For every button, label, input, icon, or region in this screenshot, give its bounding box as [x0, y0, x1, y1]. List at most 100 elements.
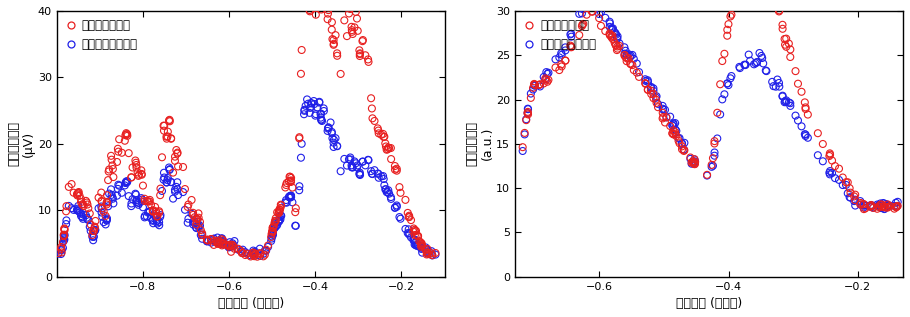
Point [379, 187, 393, 192]
Point [779, 36, 794, 41]
Point [887, 206, 902, 211]
Point [265, 230, 279, 235]
Point [360, 157, 375, 162]
Point [521, 112, 535, 117]
Point [283, 195, 298, 200]
Point [194, 228, 208, 233]
Point [788, 113, 803, 118]
Point [106, 195, 120, 200]
Point [87, 228, 102, 233]
Point [666, 128, 681, 133]
Point [401, 227, 416, 232]
Point [219, 242, 234, 247]
Point [376, 131, 390, 136]
Point [766, 84, 781, 89]
Point [575, 6, 590, 11]
Point [604, 34, 619, 39]
Point [83, 211, 97, 216]
Point [210, 240, 225, 245]
Point [238, 252, 253, 257]
Point [248, 251, 262, 256]
Point [598, 15, 612, 20]
Point [649, 94, 663, 99]
Point [554, 51, 569, 56]
Point [166, 196, 180, 201]
Point [261, 244, 276, 249]
Point [388, 167, 402, 172]
Point [186, 219, 200, 224]
Point [841, 191, 855, 196]
Point [110, 159, 125, 165]
Point [651, 101, 665, 107]
Point [641, 87, 655, 92]
Point [72, 190, 86, 195]
Point [74, 211, 88, 216]
Point [798, 132, 813, 137]
Point [253, 250, 268, 256]
Point [871, 204, 885, 209]
Point [213, 239, 228, 244]
Point [236, 250, 250, 256]
Point [408, 237, 422, 242]
Point [610, 44, 624, 49]
Point [279, 180, 294, 185]
Point [576, 6, 591, 11]
Point [724, 12, 739, 17]
Point [622, 56, 636, 61]
Point [883, 203, 897, 208]
Point [580, 12, 594, 17]
Point [604, 26, 619, 31]
Point [99, 200, 114, 205]
Point [246, 250, 260, 255]
Point [95, 199, 109, 204]
Point [889, 204, 904, 209]
Point [80, 202, 95, 207]
Point [126, 197, 140, 202]
Point [180, 220, 195, 225]
Point [128, 192, 143, 197]
Point [521, 107, 535, 112]
Point [181, 202, 196, 207]
Point [344, 24, 359, 29]
Point [284, 193, 298, 198]
Point [700, 172, 714, 178]
Point [865, 205, 880, 210]
Point [248, 252, 262, 257]
Point [844, 190, 858, 195]
Point [76, 204, 91, 209]
Point [527, 82, 541, 87]
Point [137, 213, 152, 218]
Point [874, 205, 888, 210]
Point [329, 136, 343, 141]
Point [770, 77, 784, 82]
Point [425, 253, 440, 258]
Point [880, 203, 895, 208]
Point [71, 204, 86, 209]
Point [832, 166, 846, 171]
Point [788, 68, 803, 74]
Point [247, 250, 261, 255]
Point [638, 81, 652, 86]
Point [247, 250, 261, 256]
Point [292, 135, 307, 140]
Point [775, 26, 790, 31]
Point [610, 48, 624, 53]
Point [99, 202, 114, 207]
Point [302, 105, 317, 110]
Point [231, 246, 246, 251]
Point [261, 243, 276, 248]
Point [766, 0, 781, 5]
Point [408, 227, 422, 232]
Point [864, 204, 879, 210]
Point [288, 223, 303, 228]
Point [273, 205, 288, 210]
Point [755, 55, 770, 61]
Point [602, 32, 617, 37]
Point [420, 246, 435, 251]
Point [772, 81, 786, 86]
Point [779, 98, 794, 103]
Point [393, 216, 408, 221]
Point [256, 251, 270, 256]
Point [881, 203, 895, 208]
Point [129, 199, 144, 204]
